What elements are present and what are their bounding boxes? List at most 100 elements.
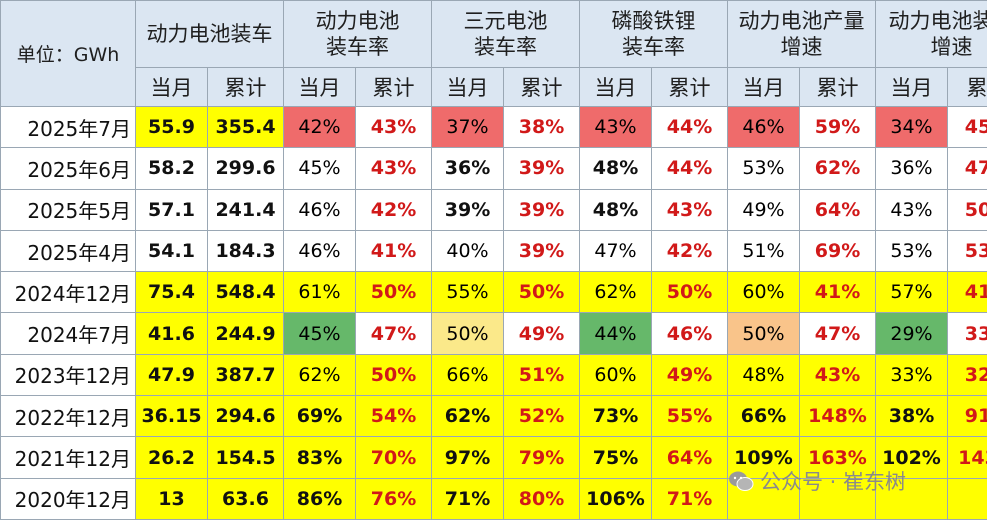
table-cell: 62% <box>579 271 652 314</box>
table-cell: 71% <box>431 477 504 520</box>
table-row: 2024年12月 75.4 548.4 61% 50% 55% 50% 62% … <box>0 271 987 314</box>
table-cell: 76% <box>355 477 432 520</box>
table-cell: 41.6 <box>135 312 208 355</box>
table-cell: 49% <box>651 353 728 397</box>
table-cell: 39% <box>503 229 580 273</box>
table-cell: 44% <box>651 105 728 149</box>
sub-header-cum: 累计 <box>503 67 580 107</box>
table-cell: 355.4 <box>207 105 284 149</box>
sub-header-month: 当月 <box>431 67 504 107</box>
table-cell: 73% <box>579 395 652 438</box>
table-cell: 46% <box>283 188 356 231</box>
table-cell: 86% <box>283 477 356 520</box>
table-cell: 48% <box>727 353 800 397</box>
table-row: 2025年7月 55.9 355.4 42% 43% 37% 38% 43% 4… <box>0 105 987 149</box>
table-cell: 47% <box>799 312 876 355</box>
table-cell: 29% <box>875 312 948 355</box>
table-cell: 33% <box>875 353 948 397</box>
table-cell: 102% <box>875 436 948 479</box>
table-cell <box>799 477 876 520</box>
table-cell: 41% <box>947 271 987 314</box>
table-cell: 83% <box>283 436 356 479</box>
table-cell: 39% <box>503 188 580 231</box>
group-header-ternary-rate: 三元电池 装车率 <box>431 0 580 68</box>
table-cell: 154.5 <box>207 436 284 479</box>
sub-header-cum: 累计 <box>947 67 987 107</box>
table-cell: 97% <box>431 436 504 479</box>
table-row: 2021年12月 26.2 154.5 83% 70% 97% 79% 75% … <box>0 436 987 479</box>
table-cell: 50% <box>355 271 432 314</box>
table-cell: 36% <box>431 147 504 190</box>
table-cell: 62% <box>283 353 356 397</box>
table-cell: 40% <box>431 229 504 273</box>
row-label: 2025年7月 <box>0 105 136 149</box>
table-cell: 50% <box>355 353 432 397</box>
row-label: 2025年5月 <box>0 188 136 231</box>
table-cell: 47% <box>947 147 987 190</box>
table-cell: 294.6 <box>207 395 284 438</box>
row-label: 2022年12月 <box>0 395 136 438</box>
table-cell: 34% <box>875 105 948 149</box>
table-cell: 299.6 <box>207 147 284 190</box>
table-cell <box>875 477 948 520</box>
table-cell: 51% <box>727 229 800 273</box>
table-cell: 64% <box>651 436 728 479</box>
table-cell: 241.4 <box>207 188 284 231</box>
table-cell: 75.4 <box>135 271 208 314</box>
table-cell: 13 <box>135 477 208 520</box>
table-cell: 43% <box>579 105 652 149</box>
sub-header-month: 当月 <box>875 67 948 107</box>
table-cell: 38% <box>503 105 580 149</box>
sub-header-month: 当月 <box>283 67 356 107</box>
table-row: 2024年7月 41.6 244.9 45% 47% 50% 49% 44% 4… <box>0 312 987 355</box>
table-row: 2025年5月 57.1 241.4 46% 42% 39% 39% 48% 4… <box>0 188 987 231</box>
table-cell: 64% <box>799 188 876 231</box>
table-cell: 48% <box>579 188 652 231</box>
table-cell: 66% <box>727 395 800 438</box>
table-cell: 55% <box>431 271 504 314</box>
table-cell: 244.9 <box>207 312 284 355</box>
sub-header-month: 当月 <box>727 67 800 107</box>
table-cell: 70% <box>355 436 432 479</box>
sub-header-month: 当月 <box>135 67 208 107</box>
table-cell: 184.3 <box>207 229 284 273</box>
table-cell: 42% <box>283 105 356 149</box>
group-header-lfp-rate: 磷酸铁锂 装车率 <box>579 0 728 68</box>
table-cell: 36% <box>875 147 948 190</box>
table-cell: 39% <box>431 188 504 231</box>
table-cell: 91% <box>947 395 987 438</box>
group-header-battery-install: 动力电池装车 <box>135 0 284 68</box>
row-label: 2025年6月 <box>0 147 136 190</box>
table-cell: 52% <box>503 395 580 438</box>
table-cell: 55.9 <box>135 105 208 149</box>
table-cell: 43% <box>651 188 728 231</box>
table-cell: 53% <box>947 229 987 273</box>
table-cell: 106% <box>579 477 652 520</box>
table-cell: 50% <box>727 312 800 355</box>
table-cell: 47.9 <box>135 353 208 397</box>
table-cell: 163% <box>799 436 876 479</box>
table-cell: 43% <box>355 105 432 149</box>
table-cell: 54.1 <box>135 229 208 273</box>
table-cell: 50% <box>651 271 728 314</box>
table-cell: 57% <box>875 271 948 314</box>
table-cell: 44% <box>651 147 728 190</box>
table-cell: 36.15 <box>135 395 208 438</box>
table-row: 2022年12月 36.15 294.6 69% 54% 62% 52% 73%… <box>0 395 987 438</box>
table-cell <box>727 477 800 520</box>
table-cell: 62% <box>799 147 876 190</box>
row-label: 2024年12月 <box>0 271 136 314</box>
row-label: 2023年12月 <box>0 353 136 397</box>
table-cell: 32% <box>947 353 987 397</box>
table-cell: 148% <box>799 395 876 438</box>
table-cell: 37% <box>431 105 504 149</box>
row-label: 2025年4月 <box>0 229 136 273</box>
sub-header-cum: 累计 <box>651 67 728 107</box>
table-cell: 57.1 <box>135 188 208 231</box>
table-cell: 59% <box>799 105 876 149</box>
table-cell: 60% <box>727 271 800 314</box>
group-header-install-growth: 动力电池装车增速 <box>875 0 987 68</box>
table-cell: 63.6 <box>207 477 284 520</box>
table-cell: 33% <box>947 312 987 355</box>
